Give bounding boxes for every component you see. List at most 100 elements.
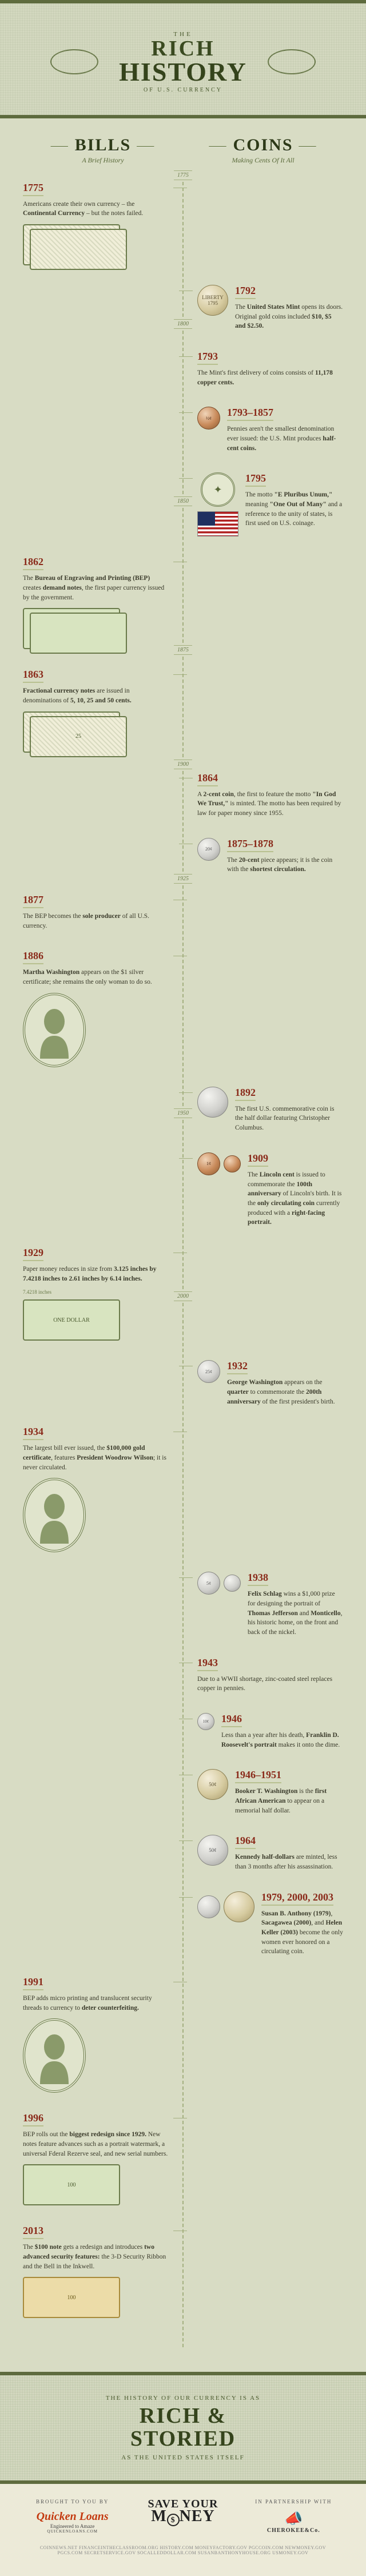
entry-text: 1909The Lincoln cent is issued to commem… (248, 1152, 343, 1227)
entry-flex: 50¢1946–1951Booker T. Washington is the … (197, 1769, 343, 1815)
coin_dime-art: 10¢ (197, 1713, 214, 1730)
sponsor-row: BROUGHT TO YOU BY Quicken Loans Engineer… (17, 2499, 349, 2534)
entry-text: 1964Kennedy half-dollars are minted, les… (235, 1835, 343, 1871)
quicken-tagline: Engineered to Amaze (17, 2523, 128, 2529)
portrait-oval (23, 993, 86, 1067)
timeline-entry: 1864A 2-cent coin, the first to feature … (197, 772, 343, 818)
timeline-entry: 5¢1938Felix Schlag wins a $1,000 prize f… (197, 1572, 343, 1637)
timeline-entry: 1996 BEP rolls out the biggest redesign s… (23, 2112, 169, 2205)
entry-flex: 5¢1938Felix Schlag wins a $1,000 prize f… (197, 1572, 343, 1637)
subhead-coins-sub: Making Cents Of It All (183, 156, 343, 165)
brought-label: BROUGHT TO YOU BY (17, 2499, 128, 2505)
entry-text: 1946–1951Booker T. Washington is the fir… (235, 1769, 343, 1815)
bill-icon: ONE DOLLAR (23, 1299, 120, 1341)
timeline-entry: 1¢1909The Lincoln cent is issued to comm… (197, 1152, 343, 1227)
coin-icon (197, 1895, 220, 1918)
entry-flex: ½¢ 1793–1857Pennies aren't the smallest d… (197, 407, 343, 453)
entry-flex: ✦ 1795 The motto "E Pluribus Unum," meanin… (197, 472, 343, 536)
portrait-svg (31, 1486, 77, 1544)
coin-icon: 10¢ (197, 1713, 214, 1730)
subhead-bills-title: BILLS (23, 136, 183, 155)
sponsor-footer: BROUGHT TO YOU BY Quicken Loans Engineer… (0, 2484, 366, 2576)
portrait-oval (23, 2018, 86, 2093)
timeline-entry: ✦ 1795 The motto "E Pluribus Unum," meanin… (197, 472, 343, 536)
coin_nickel-art: 5¢ (197, 1572, 241, 1595)
entry-desc: The 20-cent piece appears; it is the coi… (227, 856, 343, 874)
portrait_martha-art (23, 993, 169, 1067)
entry-year: 1929 (23, 1247, 43, 1261)
coin-icon: 5¢ (197, 1572, 220, 1595)
infographic-root: THE RICH HISTORY OF U.S. CURRENCY BILLS … (0, 0, 366, 2576)
entry-flex: 1¢1909The Lincoln cent is issued to comm… (197, 1152, 343, 1227)
timeline-entry: 50¢1964Kennedy half-dollars are minted, … (197, 1835, 343, 1871)
footer-banner: THE HISTORY OF OUR CURRENCY IS AS RICH &… (0, 2372, 366, 2484)
flag-icon (197, 511, 238, 536)
entry-desc: BEP adds micro printing and translucent … (23, 1994, 169, 2013)
timeline-entry: 2013The $100 note gets a redesign and in… (23, 2225, 169, 2318)
entry-text: 1979, 2000, 2003Susan B. Anthony (1979),… (261, 1891, 343, 1957)
entry-year: 1946–1951 (235, 1769, 281, 1783)
timeline-entry: 1793The Mint's first delivery of coins c… (197, 351, 343, 387)
bill-icon: 100 (23, 2277, 120, 2318)
portrait-svg (31, 2027, 77, 2084)
entry-text: 1793–1857Pennies aren't the smallest den… (227, 407, 343, 453)
entry-desc: Pennies aren't the smallest denomination… (227, 424, 343, 453)
seal-icon: ✦ (201, 472, 235, 507)
entry-year: 1946 (221, 1713, 242, 1727)
entry-text: 1792The United States Mint opens its doo… (235, 285, 343, 331)
header-history: HISTORY (119, 59, 247, 85)
subhead-coins-title: COINS (183, 136, 343, 155)
entry-flex: 20¢1875–1878The 20-cent piece appears; i… (197, 838, 343, 874)
partner-label: IN PARTNERSHIP WITH (238, 2499, 349, 2505)
bill-icon (30, 613, 127, 654)
timeline-entry: 20¢1875–1878The 20-cent piece appears; i… (197, 838, 343, 874)
era-mark: 1875 (174, 645, 192, 655)
sponsor-sym: SAVE YOUR M$NEY (128, 2499, 238, 2526)
coin-icon (224, 1575, 241, 1592)
entry-desc: BEP rolls out the biggest redesign since… (23, 2130, 169, 2158)
entry-year: 1996 (23, 2112, 43, 2126)
sym-money: M$NEY (128, 2509, 238, 2526)
portrait-oval (23, 1478, 86, 1552)
entry-flex: 1979, 2000, 2003Susan B. Anthony (1979),… (197, 1891, 343, 1957)
entry-flex: 50¢1964Kennedy half-dollars are minted, … (197, 1835, 343, 1871)
fb-line2: AS THE UNITED STATES ITSELF (17, 2454, 349, 2461)
entry-year: 1934 (23, 1426, 43, 1440)
timeline-entry: 1775Americans create their own currency … (23, 182, 169, 265)
entry-desc: The BEP becomes the sole producer of all… (23, 912, 169, 931)
entry-text: 1946 Less than a year after his death, Fr… (221, 1713, 343, 1750)
quicken-url: QUICKENLOANS.COM (17, 2529, 128, 2534)
timeline-entry: 1862The Bureau of Engraving and Printing… (23, 556, 169, 649)
bills_green-art: FIVE DOLLARS (23, 608, 169, 649)
entry-desc: The largest bill ever issued, the $100,0… (23, 1444, 169, 1472)
timeline: 177518001850187519001925195020001775Amer… (0, 170, 366, 2372)
timeline-entry: 1943Due to a WWII shortage, zinc-coated … (197, 1657, 343, 1694)
coin_20c-art: 20¢ (197, 838, 220, 861)
entry-year: 1964 (235, 1835, 256, 1849)
subheads: BILLS A Brief History COINS Making Cents… (0, 118, 366, 170)
entry-year: 1943 (197, 1657, 218, 1671)
entry-flex: LIBERTY 17951792The United States Mint o… (197, 285, 343, 331)
entry-year: 1795 (245, 472, 266, 487)
entry-desc: The Bureau of Engraving and Printing (BE… (23, 574, 169, 602)
entry-desc: The first U.S. commemorative coin is the… (235, 1104, 343, 1133)
entry-year: 1938 (248, 1572, 268, 1586)
timeline-entry: 10¢ 1946 Less than a year after his death,… (197, 1713, 343, 1750)
entry-year: 1793 (197, 351, 218, 365)
entry-year: 1877 (23, 894, 43, 908)
portrait-svg (31, 1001, 77, 1059)
timeline-entry: 25¢1932George Washington appears on the … (197, 1360, 343, 1406)
entry-desc: The motto "E Pluribus Unum," meaning "On… (245, 490, 343, 528)
sources: COINNEWS.NET FINANCEINTHECLASSROOM.ORG H… (17, 2545, 349, 2555)
era-mark: 1775 (174, 170, 192, 180)
entry-year: 1863 (23, 669, 43, 683)
era-mark: 1925 (174, 874, 192, 884)
portrait_wilson-art (23, 1478, 169, 1552)
subhead-bills-sub: A Brief History (23, 156, 183, 165)
era-mark: 2000 (174, 1291, 192, 1301)
timeline-entry: 1892The first U.S. commemorative coin is… (197, 1087, 343, 1133)
header: THE RICH HISTORY OF U.S. CURRENCY (0, 0, 366, 118)
coin_women-art (197, 1891, 254, 1922)
coin_halfcent-art: ½¢ (197, 407, 220, 430)
entry-desc: Less than a year after his death, Frankl… (221, 1731, 343, 1750)
